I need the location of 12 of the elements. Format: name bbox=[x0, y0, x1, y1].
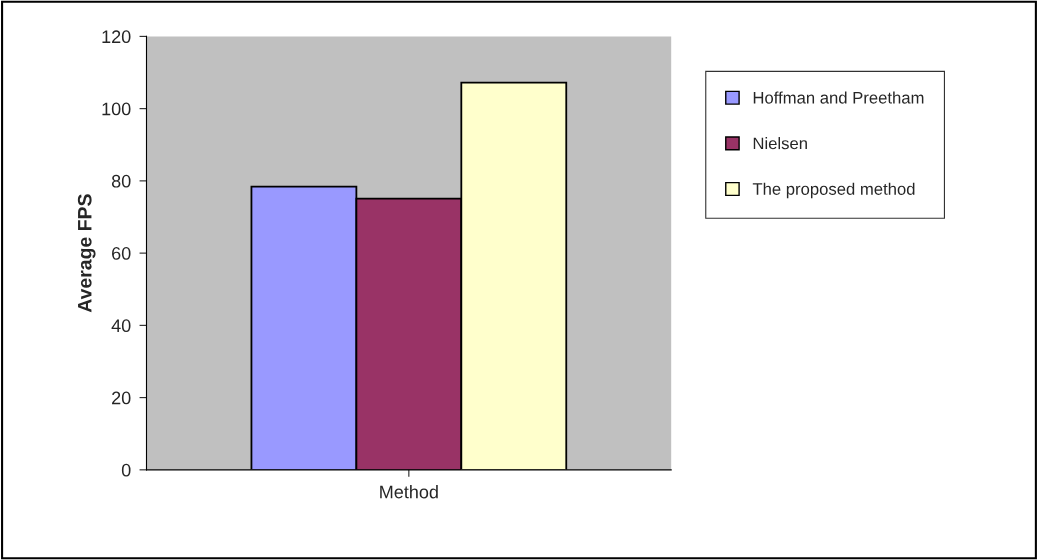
x-tick-label: Method bbox=[380, 485, 438, 499]
legend-label: Hoffman and Preetham bbox=[753, 91, 924, 104]
y-tick-label: 80 bbox=[111, 174, 131, 188]
legend-label: The proposed method bbox=[752, 182, 915, 199]
y-tick-label: 60 bbox=[112, 247, 131, 260]
legend-label: Nielsen bbox=[753, 137, 807, 150]
y-tick-label: 20 bbox=[112, 391, 131, 405]
y-axis-title: Average FPS bbox=[77, 194, 96, 313]
y-tick-label: 0 bbox=[121, 463, 131, 477]
y-tick-label: 40 bbox=[111, 319, 131, 333]
y-tick-label: 120 bbox=[102, 30, 131, 44]
y-tick-label: 100 bbox=[102, 102, 131, 116]
